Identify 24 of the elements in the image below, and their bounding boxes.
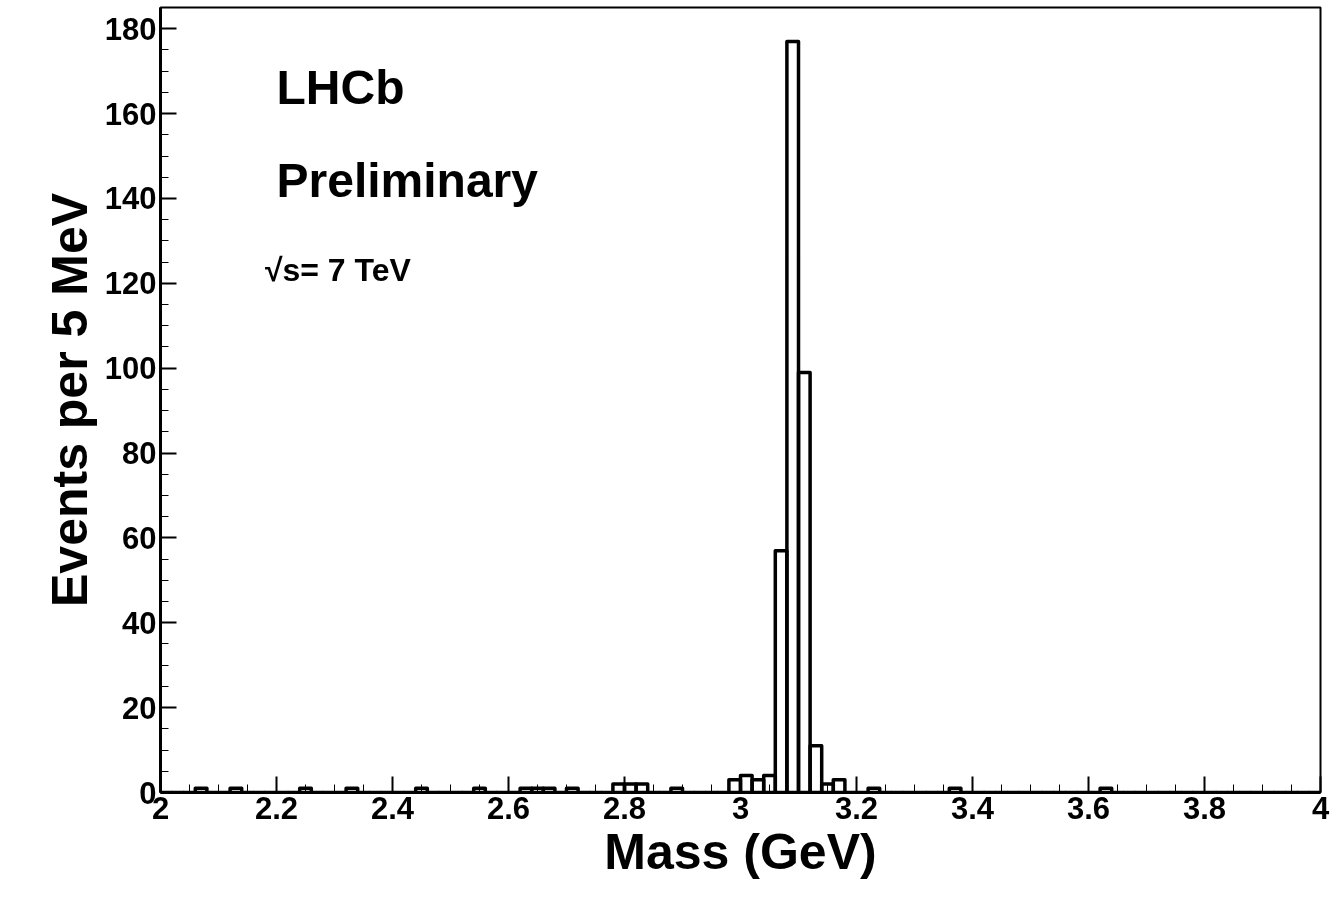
x-axis-title: Mass (GeV)	[604, 823, 877, 880]
y-tick-label: 20	[122, 690, 157, 726]
y-tick-label: 100	[104, 351, 157, 387]
y-tick-label: 180	[104, 11, 157, 47]
x-tick-label: 3	[731, 790, 750, 826]
y-tick-label: 80	[122, 436, 157, 472]
x-tick-label: 2.4	[370, 790, 415, 826]
annotation: √s= 7 TeV	[264, 251, 412, 288]
x-tick-label: 2.2	[254, 790, 299, 826]
annotation: LHCb	[276, 60, 405, 114]
y-tick-label: 120	[104, 266, 157, 302]
y-axis-title: Events per 5 MeV	[41, 192, 98, 608]
x-tick-label: 3.6	[1066, 790, 1111, 826]
x-tick-label: 4	[1311, 790, 1330, 826]
x-tick-label: 3.4	[950, 790, 995, 826]
y-tick-label: 140	[104, 181, 157, 217]
annotation: Preliminary	[276, 153, 539, 207]
x-tick-label: 2.6	[486, 790, 531, 826]
y-tick-label: 40	[122, 605, 157, 641]
y-tick-label: 160	[104, 96, 157, 132]
x-tick-label: 2.8	[602, 790, 647, 826]
x-tick-label: 3.2	[834, 790, 879, 826]
x-tick-label: 3.8	[1182, 790, 1227, 826]
y-tick-label: 60	[122, 520, 157, 556]
